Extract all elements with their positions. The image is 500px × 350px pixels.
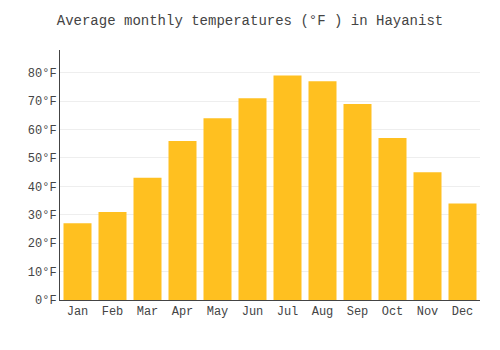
svg-text:40°F: 40°F [28,181,57,195]
svg-text:Average monthly temperatures (: Average monthly temperatures (°F ) in Ha… [57,13,443,29]
svg-text:Sep: Sep [347,305,369,319]
svg-text:70°F: 70°F [28,95,57,109]
svg-text:Jul: Jul [277,305,299,319]
svg-text:80°F: 80°F [28,67,57,81]
svg-text:Nov: Nov [417,305,439,319]
svg-text:50°F: 50°F [28,152,57,166]
svg-text:10°F: 10°F [28,266,57,280]
svg-text:0°F: 0°F [35,294,57,308]
svg-text:May: May [207,305,229,319]
svg-text:30°F: 30°F [28,209,57,223]
svg-text:Aug: Aug [312,305,334,319]
svg-text:Dec: Dec [452,305,474,319]
svg-text:Feb: Feb [102,305,124,319]
svg-text:20°F: 20°F [28,237,57,251]
svg-text:Jun: Jun [242,305,264,319]
svg-text:60°F: 60°F [28,124,57,138]
svg-text:Oct: Oct [382,305,404,319]
svg-text:Mar: Mar [137,305,159,319]
svg-text:Jan: Jan [67,305,89,319]
svg-text:Apr: Apr [172,305,194,319]
